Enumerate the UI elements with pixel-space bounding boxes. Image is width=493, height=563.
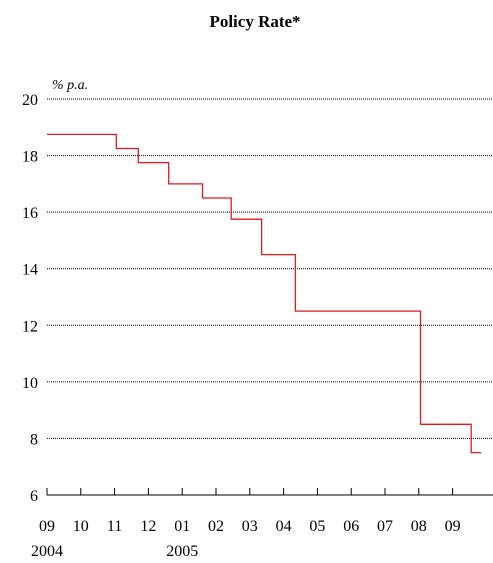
x-tick-label: 07 [377, 518, 393, 535]
series-layer [47, 133, 482, 454]
x-tick-label: 04 [276, 518, 292, 535]
gridlines [47, 98, 493, 439]
x-tick-label: 01 [174, 518, 190, 535]
y-tick-label: 16 [22, 205, 38, 222]
y-tick-label: 18 [22, 149, 38, 166]
x-year-label: 2004 [31, 543, 63, 560]
x-tick-label: 12 [140, 518, 156, 535]
x-year-label: 2005 [166, 543, 198, 560]
policy-rate-line [47, 133, 482, 454]
x-axis: 09 10 11 12 01 02 03 04 05 06 07 08 09 2004 2005 [31, 488, 493, 560]
y-tick-label: 6 [30, 488, 38, 505]
x-tick-label: 09 [445, 518, 461, 535]
y-tick-label: 14 [22, 262, 38, 279]
x-tick-label: 06 [343, 518, 359, 535]
y-tick-label: 20 [22, 92, 38, 109]
x-tick-label: 10 [73, 518, 89, 535]
chart-title: Policy Rate* [209, 12, 300, 31]
y-tick-label: 12 [22, 318, 38, 335]
x-tick-label: 03 [242, 518, 258, 535]
x-tick-label: 09 [39, 518, 55, 535]
y-tick-label: 8 [30, 431, 38, 448]
x-tick-label: 08 [411, 518, 427, 535]
x-tick-label: 02 [208, 518, 224, 535]
y-tick-label: 10 [22, 375, 38, 392]
x-tick-label: 11 [107, 518, 122, 535]
y-unit-label: % p.a. [52, 78, 88, 93]
x-tick-label: 05 [309, 518, 325, 535]
y-axis-ticks: 6 8 10 12 14 16 18 20 [22, 92, 38, 505]
